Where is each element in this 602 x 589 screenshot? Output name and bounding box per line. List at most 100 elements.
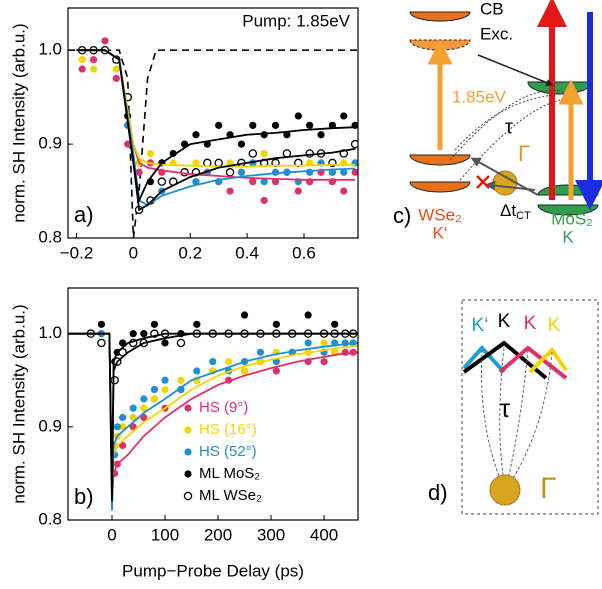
data-point: [260, 131, 268, 139]
data-point: [294, 187, 302, 195]
data-point: [150, 385, 159, 394]
y-axis-label: norm. SH Intensity (arb.u.): [9, 23, 28, 222]
label: K: [548, 315, 561, 336]
label: 1.85eV: [452, 87, 507, 106]
data-point: [161, 385, 169, 394]
data-point: [225, 168, 235, 177]
y-tick-label: 1.0: [38, 323, 62, 342]
data-point: [260, 196, 268, 205]
data-point: [294, 112, 302, 120]
y-axis-label: norm. SH Intensity (arb.u.): [9, 304, 28, 503]
x-tick-label: 0.4: [235, 243, 259, 262]
data-point: [305, 149, 314, 158]
annotation: Pump: 1.85eV: [242, 11, 350, 30]
panel-c: CB Exc. 1.85eV τ Γ WSe₂ K‘ ΔtCT MoS₂ K c…: [393, 0, 602, 246]
data-point: [304, 339, 312, 347]
data-point: [306, 121, 314, 129]
data-point: [146, 149, 155, 158]
legend-label: ML WSe₂: [199, 487, 262, 504]
panel-label: b): [74, 484, 94, 509]
plot-frame: [67, 287, 359, 521]
x-tick-label: 0.2: [178, 243, 202, 262]
data-point: [350, 139, 358, 149]
data-point: [193, 320, 201, 328]
data-point: [161, 376, 169, 384]
legend-label: HS (52°): [199, 443, 257, 460]
data-point: [112, 65, 120, 73]
valley-band: [462, 345, 506, 374]
x-tick-label: −0.2: [60, 243, 94, 262]
data-point: [140, 395, 148, 403]
data-point: [209, 358, 217, 366]
mos2-band: [527, 81, 593, 95]
x-axis-label: Pump−Probe Delay (ps): [122, 561, 304, 580]
data-point: [177, 376, 185, 384]
data-point: [341, 339, 349, 347]
legend-marker: [184, 404, 192, 412]
legend-marker: [184, 426, 192, 434]
x-tick-label: 0: [129, 243, 138, 262]
x-tick-label: 300: [257, 525, 285, 544]
label: WSe₂: [418, 205, 461, 224]
data-point: [97, 338, 106, 348]
data-point: [193, 367, 201, 375]
exc-band: [409, 39, 471, 51]
data-point: [140, 330, 148, 338]
data-point: [340, 168, 348, 176]
plot-area: [68, 37, 358, 238]
data-point: [283, 131, 291, 139]
data-point: [119, 423, 127, 431]
label: K: [562, 227, 574, 246]
y-tick-label: 1.0: [38, 40, 62, 59]
data-point: [320, 339, 328, 347]
data-point: [320, 358, 328, 366]
x-tick-label: 0: [107, 525, 116, 544]
legend-marker: [183, 491, 193, 501]
data-point: [157, 177, 167, 186]
data-point: [237, 168, 246, 176]
y-tick-label: 0.9: [38, 134, 62, 153]
x-tick-label: 100: [151, 525, 179, 544]
fit-line: [76, 49, 356, 212]
label: Γ: [518, 141, 530, 166]
data-point: [260, 149, 268, 158]
cb-band: [409, 11, 471, 22]
data-point: [97, 320, 106, 328]
data-point: [214, 158, 223, 168]
data-point: [271, 178, 280, 186]
scattering-path: [449, 89, 566, 181]
label: K: [498, 311, 511, 332]
data-point: [177, 385, 185, 394]
data-point: [340, 187, 348, 195]
data-point: [169, 149, 177, 158]
data-point: [119, 413, 127, 422]
data-point: [215, 121, 223, 129]
wse2-band: [409, 181, 471, 193]
x-tick-label: 0.6: [292, 243, 316, 262]
blocked-mark: [476, 175, 490, 189]
gamma-valley: [492, 170, 518, 196]
x-tick-label: 400: [310, 525, 338, 544]
legend-label: ML MoS₂: [199, 465, 260, 482]
data-point: [110, 375, 119, 385]
data-point: [328, 121, 337, 129]
data-point: [89, 56, 98, 64]
data-point: [135, 168, 143, 176]
data-point: [271, 121, 280, 129]
data-point: [249, 121, 257, 129]
data-point: [150, 395, 159, 403]
legend-marker: [184, 470, 192, 478]
panel-label: d): [428, 480, 448, 505]
data-point: [226, 187, 234, 195]
label: CT: [516, 210, 531, 222]
valley-band: [528, 346, 568, 374]
data-point: [225, 358, 233, 366]
data-point: [272, 367, 280, 375]
panel-d: K‘ K K K τ Γ d): [428, 299, 599, 515]
data-point: [240, 367, 249, 375]
data-point: [331, 320, 339, 328]
valley-band: [462, 340, 548, 380]
plot-area: [68, 311, 358, 511]
label: CB: [480, 0, 504, 18]
